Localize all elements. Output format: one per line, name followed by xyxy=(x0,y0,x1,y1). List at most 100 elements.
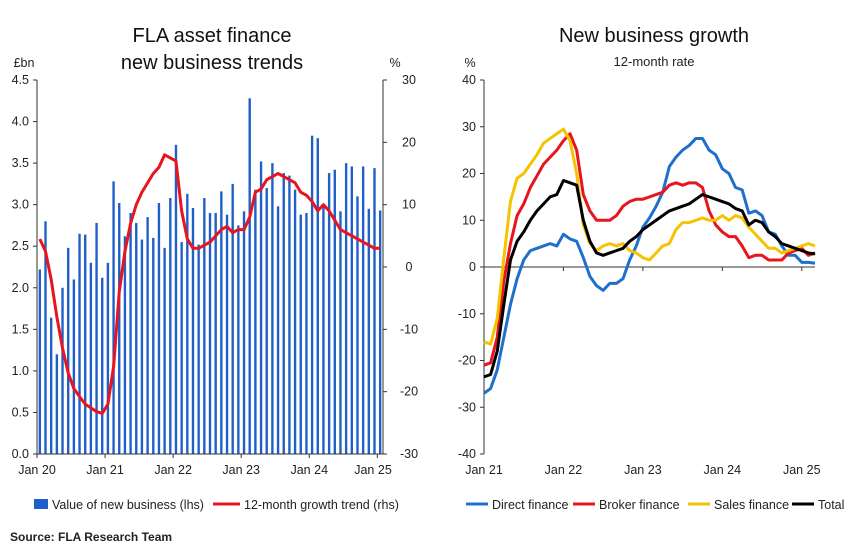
bar xyxy=(129,212,132,454)
bar xyxy=(333,169,336,454)
left-y-tick-label: 2.5 xyxy=(12,239,29,253)
left-y-tick-label: 1.5 xyxy=(12,322,29,336)
bar xyxy=(67,247,70,454)
y-tick-label: -10 xyxy=(458,307,476,321)
bar xyxy=(344,163,348,455)
bar xyxy=(169,198,172,454)
x-tick-label: Jan 22 xyxy=(545,463,583,477)
bar xyxy=(157,203,161,454)
y-tick-label: -20 xyxy=(458,354,476,368)
right-y-tick-label: -20 xyxy=(400,385,418,399)
x-tick-label: Jan 25 xyxy=(354,463,392,477)
x-tick-label: Jan 22 xyxy=(154,463,192,477)
left-chart-title-line2: new business trends xyxy=(121,52,303,74)
bar xyxy=(271,163,274,455)
bar xyxy=(38,269,42,454)
x-tick-label: Jan 23 xyxy=(222,463,260,477)
bar xyxy=(350,166,353,454)
left-chart: FLA asset finance new business trends £b… xyxy=(12,25,418,512)
bar xyxy=(146,217,149,454)
right-y-tick-label: 20 xyxy=(402,135,416,149)
bar xyxy=(339,211,342,454)
legend-swatch-bar xyxy=(34,499,48,509)
bar xyxy=(282,173,285,454)
bar xyxy=(135,222,138,454)
right-chart-axes: -40 -30 -20 -10 0 10 20 30 40 Jan 21 Jan 22 Jan 23 J… xyxy=(458,73,821,477)
left-y-tick-label: 0.0 xyxy=(12,447,29,461)
bar xyxy=(242,211,246,454)
bar-series-value-of-new-business xyxy=(38,98,382,455)
bar xyxy=(95,222,98,454)
left-y-unit: £bn xyxy=(14,56,35,70)
series-line xyxy=(483,179,816,379)
bar xyxy=(106,262,110,454)
right-y-unit: % xyxy=(389,56,400,70)
bar xyxy=(231,183,234,454)
bar xyxy=(322,206,325,454)
y-tick-label: -30 xyxy=(458,400,476,414)
legend-label: Broker finance xyxy=(599,498,680,512)
right-y-tick-label: -30 xyxy=(400,447,418,461)
bar xyxy=(316,138,319,454)
right-y-tick-label: 0 xyxy=(406,260,413,274)
bar xyxy=(214,212,217,454)
bar xyxy=(356,196,359,455)
bar xyxy=(220,191,223,454)
bar xyxy=(225,214,229,454)
x-tick-label: Jan 23 xyxy=(624,463,662,477)
bar xyxy=(367,208,371,454)
y-tick-label: 40 xyxy=(462,73,476,87)
bar xyxy=(276,206,280,454)
series-line xyxy=(483,136,816,395)
right-chart-subtitle: 12-month rate xyxy=(614,54,695,69)
right-y-tick-label: 10 xyxy=(402,198,416,212)
left-y-tick-label: 1.0 xyxy=(12,364,29,378)
bar xyxy=(197,244,200,454)
bar xyxy=(152,237,155,454)
bar xyxy=(378,210,382,454)
series-line xyxy=(483,132,816,367)
bar xyxy=(327,173,331,454)
bar xyxy=(186,193,189,455)
bar xyxy=(361,166,365,454)
bar xyxy=(265,188,268,455)
bar xyxy=(123,236,127,454)
left-chart-title-line1: FLA asset finance xyxy=(133,25,292,47)
bar xyxy=(288,175,291,454)
left-y-tick-label: 4.5 xyxy=(12,73,29,87)
y-tick-label: 20 xyxy=(462,167,476,181)
right-chart-y-unit: % xyxy=(464,56,475,70)
bar xyxy=(299,214,302,454)
y-tick-label: -40 xyxy=(458,447,476,461)
x-tick-label: Jan 21 xyxy=(465,463,503,477)
bar xyxy=(373,168,376,454)
bar xyxy=(44,221,47,454)
x-tick-label: Jan 24 xyxy=(704,463,742,477)
right-chart: New business growth 12-month rate % -40-… xyxy=(458,25,844,512)
bar xyxy=(140,239,144,454)
legend-label: Direct finance xyxy=(492,498,568,512)
bar xyxy=(89,262,93,454)
x-tick-label: Jan 24 xyxy=(290,463,328,477)
y-tick-label: 30 xyxy=(462,120,476,134)
bar xyxy=(163,247,166,454)
series-line xyxy=(483,127,816,346)
right-y-tick-label: 30 xyxy=(402,73,416,87)
x-tick-label: Jan 25 xyxy=(783,463,821,477)
legend-label-line: 12-month growth trend (rhs) xyxy=(244,498,399,512)
bar xyxy=(78,233,81,454)
bar xyxy=(254,189,257,454)
bar xyxy=(112,181,115,454)
left-y-tick-label: 0.5 xyxy=(12,405,29,419)
line-series-growth-trend xyxy=(38,153,381,415)
bar xyxy=(174,144,178,454)
source-note: Source: FLA Research Team xyxy=(10,530,172,544)
left-y-tick-label: 4.0 xyxy=(12,115,29,129)
left-y-tick-label: 2.0 xyxy=(12,281,29,295)
bar xyxy=(248,98,251,454)
bar xyxy=(259,161,263,454)
bar xyxy=(72,279,76,454)
bar xyxy=(118,203,121,454)
bar xyxy=(49,317,53,454)
x-tick-label: Jan 20 xyxy=(18,463,56,477)
